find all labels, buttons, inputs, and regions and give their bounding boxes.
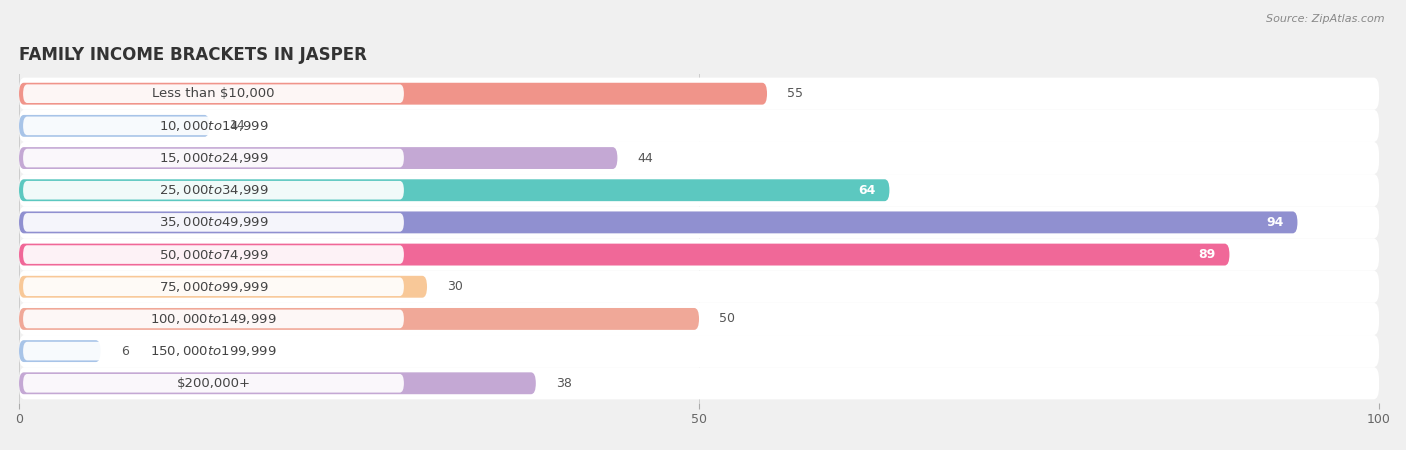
FancyBboxPatch shape <box>22 85 404 103</box>
Text: $75,000 to $99,999: $75,000 to $99,999 <box>159 280 269 294</box>
FancyBboxPatch shape <box>20 243 1229 266</box>
FancyBboxPatch shape <box>22 213 404 232</box>
FancyBboxPatch shape <box>22 310 404 328</box>
Text: 30: 30 <box>447 280 464 293</box>
Text: Less than $10,000: Less than $10,000 <box>152 87 274 100</box>
FancyBboxPatch shape <box>20 335 1379 367</box>
FancyBboxPatch shape <box>20 270 1379 303</box>
Text: $50,000 to $74,999: $50,000 to $74,999 <box>159 248 269 261</box>
FancyBboxPatch shape <box>20 142 1379 174</box>
Text: $25,000 to $34,999: $25,000 to $34,999 <box>159 183 269 197</box>
Text: $35,000 to $49,999: $35,000 to $49,999 <box>159 216 269 230</box>
Text: 94: 94 <box>1267 216 1284 229</box>
Text: $150,000 to $199,999: $150,000 to $199,999 <box>150 344 277 358</box>
FancyBboxPatch shape <box>20 147 617 169</box>
FancyBboxPatch shape <box>20 206 1379 238</box>
FancyBboxPatch shape <box>22 342 404 360</box>
FancyBboxPatch shape <box>20 212 1298 234</box>
Text: 64: 64 <box>859 184 876 197</box>
Text: 6: 6 <box>121 345 129 358</box>
Text: FAMILY INCOME BRACKETS IN JASPER: FAMILY INCOME BRACKETS IN JASPER <box>20 46 367 64</box>
FancyBboxPatch shape <box>20 174 1379 206</box>
FancyBboxPatch shape <box>22 181 404 199</box>
FancyBboxPatch shape <box>20 372 536 394</box>
FancyBboxPatch shape <box>22 278 404 296</box>
Text: 14: 14 <box>229 119 246 132</box>
Text: $200,000+: $200,000+ <box>177 377 250 390</box>
FancyBboxPatch shape <box>20 367 1379 399</box>
FancyBboxPatch shape <box>20 77 1379 110</box>
FancyBboxPatch shape <box>20 83 768 105</box>
Text: $15,000 to $24,999: $15,000 to $24,999 <box>159 151 269 165</box>
FancyBboxPatch shape <box>22 117 404 135</box>
FancyBboxPatch shape <box>20 238 1379 270</box>
Text: $10,000 to $14,999: $10,000 to $14,999 <box>159 119 269 133</box>
FancyBboxPatch shape <box>20 340 101 362</box>
FancyBboxPatch shape <box>22 149 404 167</box>
FancyBboxPatch shape <box>20 115 209 137</box>
FancyBboxPatch shape <box>20 308 699 330</box>
Text: 44: 44 <box>638 152 654 165</box>
Text: 55: 55 <box>787 87 803 100</box>
Text: 38: 38 <box>557 377 572 390</box>
FancyBboxPatch shape <box>20 110 1379 142</box>
Text: $100,000 to $149,999: $100,000 to $149,999 <box>150 312 277 326</box>
FancyBboxPatch shape <box>20 276 427 298</box>
Text: Source: ZipAtlas.com: Source: ZipAtlas.com <box>1267 14 1385 23</box>
FancyBboxPatch shape <box>22 374 404 392</box>
FancyBboxPatch shape <box>22 245 404 264</box>
Text: 89: 89 <box>1198 248 1216 261</box>
FancyBboxPatch shape <box>20 303 1379 335</box>
FancyBboxPatch shape <box>20 179 890 201</box>
Text: 50: 50 <box>720 312 735 325</box>
